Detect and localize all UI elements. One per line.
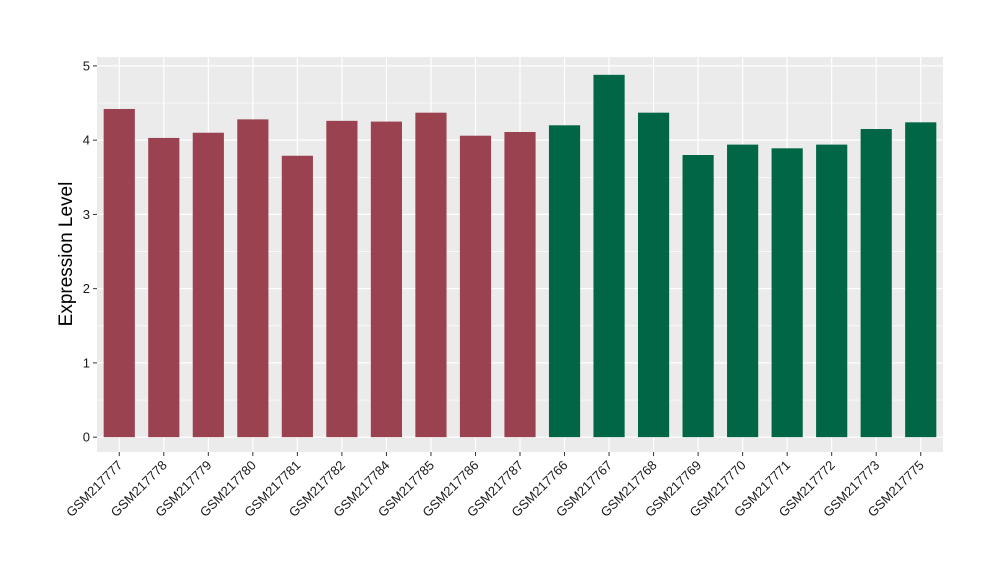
y-tick-label: 3 [83, 207, 90, 222]
y-tick-label: 5 [83, 58, 90, 73]
bar-GSM217782 [326, 120, 358, 438]
y-tick-label: 4 [83, 133, 90, 148]
bar-GSM217771 [771, 148, 803, 438]
bar-GSM217768 [637, 112, 670, 438]
y-tick-label: 2 [83, 281, 90, 296]
y-tick-label: 0 [83, 430, 90, 445]
bar-GSM217786 [459, 135, 492, 438]
bar-GSM217785 [415, 112, 447, 438]
bar-GSM217781 [281, 155, 313, 438]
bar-GSM217779 [192, 132, 224, 438]
bar-GSM217769 [682, 155, 714, 438]
bar-GSM217773 [860, 129, 892, 438]
bar-GSM217770 [727, 144, 759, 438]
y-axis: 0 1 2 3 4 5 [83, 58, 97, 445]
bar-GSM217787 [504, 131, 536, 438]
bar-GSM217772 [816, 144, 848, 438]
bar-GSM217775 [905, 122, 937, 438]
bar-GSM217766 [548, 125, 581, 438]
y-axis-title: Expression Level [56, 182, 77, 327]
bars [103, 74, 937, 438]
x-axis: GSM217777GSM217778GSM217779GSM217780GSM2… [63, 452, 927, 520]
y-tick-label: 1 [83, 355, 90, 370]
bar-GSM217778 [148, 137, 180, 438]
bar-GSM217780 [237, 119, 269, 438]
bar-GSM217784 [370, 121, 403, 438]
bar-GSM217767 [593, 74, 625, 438]
bar-GSM217777 [103, 108, 135, 438]
